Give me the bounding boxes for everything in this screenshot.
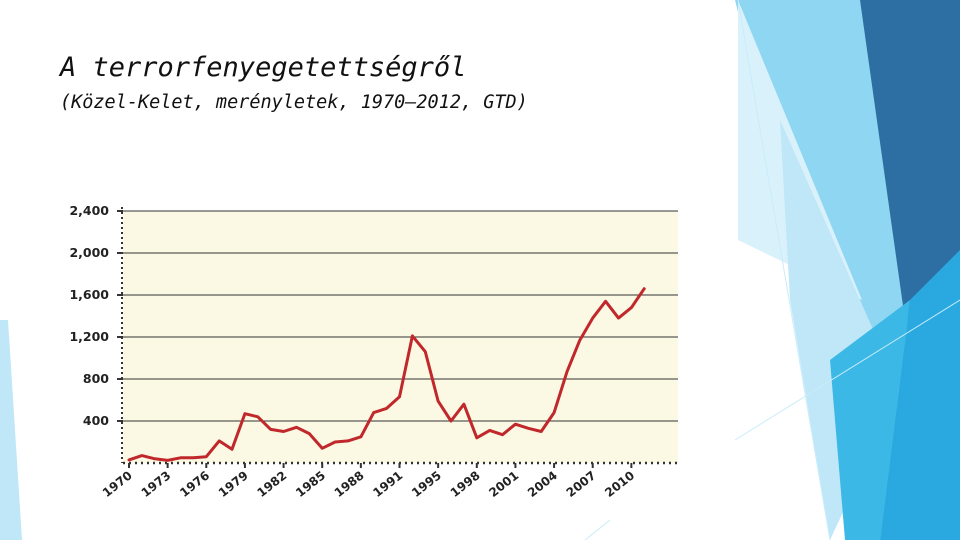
- y-tick-labels: 2,400 2,000 1,600 1,200 800 400: [69, 203, 109, 428]
- y-tick-label: 2,000: [69, 245, 109, 260]
- x-tick-label: 1979: [216, 468, 251, 500]
- x-tick-labels: 1970 1973 1976 1979 1982 1985 1988 1991 1995 1998…: [100, 468, 637, 500]
- axes: [117, 207, 678, 468]
- deco-line-1: [737, 0, 831, 540]
- x-tick-label: 1998: [448, 468, 483, 500]
- y-tick-label: 400: [83, 413, 109, 428]
- x-tick-label: 1973: [139, 468, 174, 500]
- deco-left-sliver: [0, 320, 22, 540]
- deco-line-2: [734, 299, 960, 441]
- deco-line-3: [584, 519, 611, 540]
- x-tick-label: 2001: [486, 468, 521, 500]
- deco-blue-panel: [880, 250, 960, 540]
- x-tick-label: 1988: [332, 468, 367, 500]
- x-tick-label: 1995: [409, 468, 444, 500]
- x-tick-label: 1985: [293, 468, 328, 500]
- x-tick-label: 2010: [602, 468, 637, 500]
- deco-blue-sliver: [830, 300, 910, 540]
- grid-lines: [123, 210, 678, 422]
- x-tick-label: 1976: [177, 468, 212, 500]
- x-tick-label: 2007: [564, 468, 599, 500]
- y-tick-label: 800: [83, 371, 109, 386]
- deco-dark-panel: [860, 0, 960, 320]
- deco-pale-triangle: [738, 0, 862, 300]
- series-layer: [127, 287, 646, 462]
- y-tick-label: 1,600: [69, 287, 109, 302]
- x-tick-label: 2004: [525, 468, 560, 500]
- x-tick-label: 1991: [370, 468, 405, 500]
- slide-title: A terrorfenyegetettségről: [60, 52, 467, 83]
- y-tick-label: 2,400: [69, 203, 109, 218]
- x-tick-label: 1970: [100, 468, 135, 500]
- y-tick-label: 1,200: [69, 329, 109, 344]
- x-tick-label: 1982: [254, 468, 289, 500]
- slide-subtitle: (Közel-Kelet, merényletek, 1970–2012, GT…: [60, 92, 528, 113]
